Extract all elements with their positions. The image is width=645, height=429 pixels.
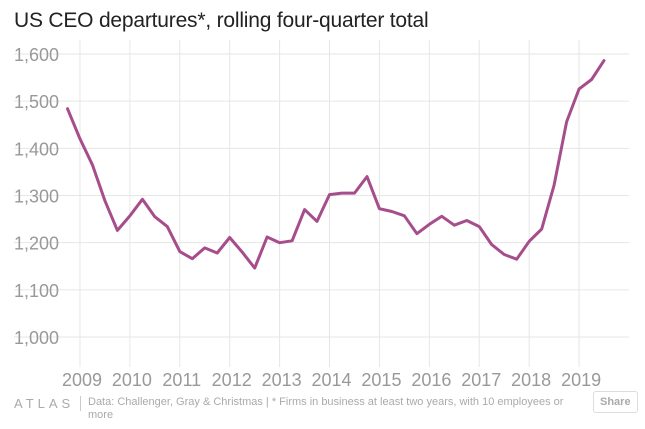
share-button[interactable]: Share <box>593 391 638 413</box>
atlas-logo[interactable]: ATLAS <box>14 396 75 411</box>
x-tick-label: 2009 <box>62 370 102 390</box>
y-tick-label: 1,400 <box>14 139 59 159</box>
x-axis-tick-labels: 2009 2010 2011 2012 2013 2014 2015 2016 2017 2018… <box>62 370 601 390</box>
y-tick-label: 1,500 <box>14 92 59 112</box>
chart-footer: ATLAS Data: Challenger, Gray & Christmas… <box>14 391 645 425</box>
x-tick-label: 2015 <box>361 370 401 390</box>
footer-divider <box>80 396 81 411</box>
series-line <box>66 59 606 270</box>
x-tick-label: 2017 <box>461 370 501 390</box>
y-axis-tick-labels: 1,000 1,100 1,200 1,300 1,400 1,500 1,600 <box>14 45 59 348</box>
y-tick-label: 1,200 <box>14 234 59 254</box>
source-note: Data: Challenger, Gray & Christmas | * F… <box>88 396 564 421</box>
x-tick-label: 2012 <box>212 370 252 390</box>
x-tick-label: 2016 <box>411 370 451 390</box>
line-chart: 1,000 1,100 1,200 1,300 1,400 1,500 1,600 2009… <box>14 40 629 390</box>
x-tick-label: 2010 <box>112 370 152 390</box>
y-tick-label: 1,600 <box>14 45 59 65</box>
y-tick-label: 1,000 <box>14 328 59 348</box>
x-tick-label: 2014 <box>312 370 352 390</box>
x-tick-label: 2011 <box>162 370 201 390</box>
y-tick-label: 1,300 <box>14 187 59 207</box>
x-tick-label: 2019 <box>561 370 601 390</box>
x-tick-label: 2013 <box>262 370 302 390</box>
series-layer <box>66 59 606 270</box>
y-tick-label: 1,100 <box>14 281 59 301</box>
chart-title: US CEO departures*, rolling four-quarter… <box>14 9 429 32</box>
x-tick-label: 2018 <box>511 370 551 390</box>
